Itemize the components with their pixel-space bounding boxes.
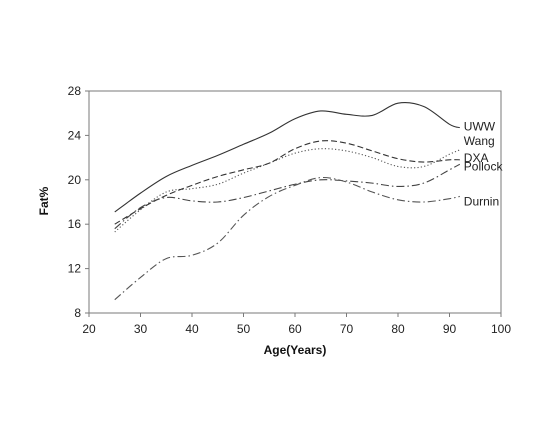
- x-tick-label: 90: [443, 322, 457, 336]
- x-tick-label: 70: [340, 322, 354, 336]
- x-tick-label: 40: [185, 322, 199, 336]
- y-tick-label: 8: [74, 306, 81, 320]
- series-line-uww: [114, 102, 460, 213]
- x-tick-label: 80: [391, 322, 405, 336]
- series-line-dxa: [114, 140, 460, 225]
- series-line-wang: [114, 148, 461, 233]
- y-axis-title: Fat%: [37, 186, 51, 215]
- series-label-dxa: DXA: [464, 151, 489, 165]
- x-tick-label: 100: [491, 322, 511, 336]
- series-lines: [114, 102, 461, 301]
- axes: 8 12 16 20 24 28 20 30 40 50 60 70 80 90 100: [68, 84, 512, 336]
- x-tick-label: 30: [134, 322, 148, 336]
- series-line-pollock: [114, 163, 461, 230]
- x-tick-label: 60: [288, 322, 302, 336]
- y-tick-label: 16: [68, 217, 82, 231]
- x-axis-title: Age(Years): [264, 343, 327, 357]
- series-label-uww: UWW: [464, 120, 496, 134]
- series-label-wang: Wang: [464, 134, 495, 148]
- x-tick-label: 50: [237, 322, 251, 336]
- y-tick-label: 20: [68, 173, 82, 187]
- plot-frame: [88, 90, 502, 314]
- series-label-pollock: Pollock: [464, 159, 504, 173]
- y-tick-label: 12: [68, 262, 82, 276]
- y-tick-label: 24: [68, 128, 82, 142]
- x-tick-label: 20: [82, 322, 96, 336]
- series-label-durnin: Durnin: [464, 194, 499, 208]
- series-line-durnin: [114, 176, 460, 301]
- y-tick-label: 28: [68, 84, 82, 98]
